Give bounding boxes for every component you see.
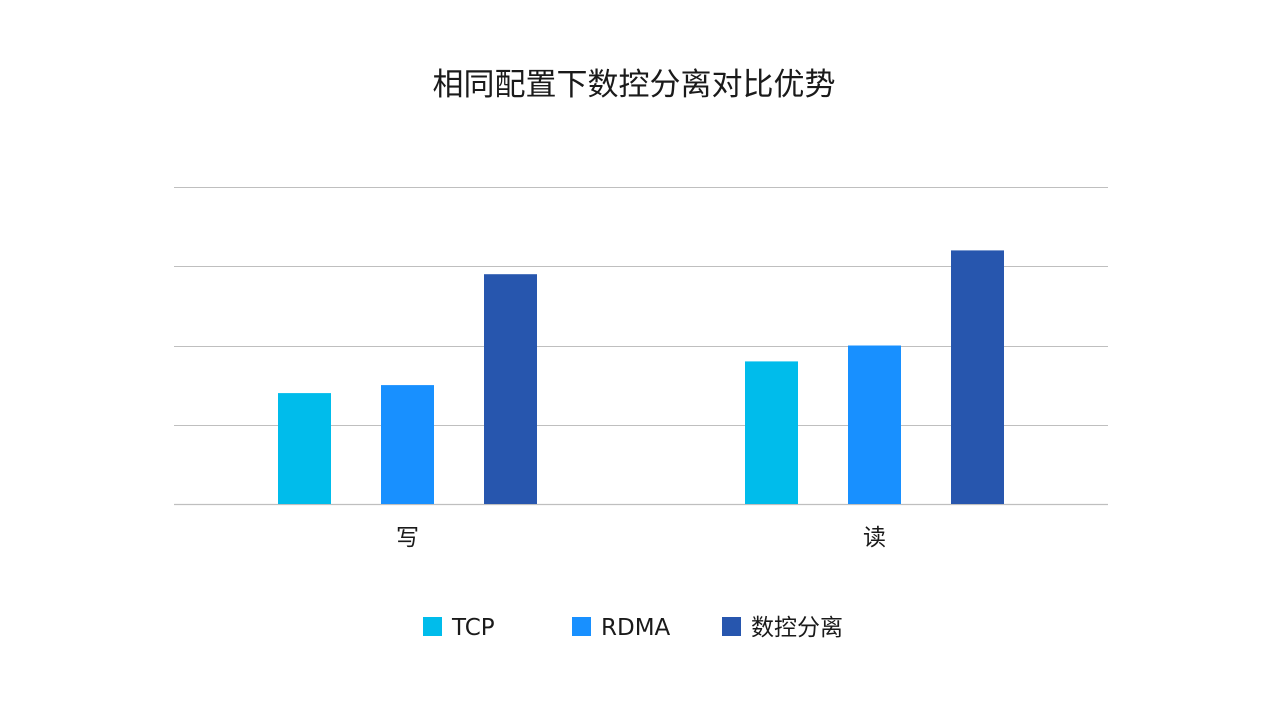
bar-TCP-读 <box>745 361 798 504</box>
legend-label-RDMA: RDMA <box>601 615 671 641</box>
x-tick-label-0: 写 <box>396 525 419 551</box>
legend-swatch-TCP <box>423 617 442 636</box>
bar-数控分离-读 <box>951 250 1004 504</box>
bar-数控分离-写 <box>484 274 537 504</box>
bars <box>278 250 1004 504</box>
x-axis-labels: 写读 <box>396 525 886 551</box>
bar-RDMA-读 <box>848 345 901 504</box>
legend-label-TCP: TCP <box>451 615 495 641</box>
x-tick-label-1: 读 <box>863 525 886 551</box>
bar-RDMA-写 <box>381 385 434 504</box>
legend: TCP RDMA 数控分离 <box>423 615 843 641</box>
legend-swatch-RDMA <box>572 617 591 636</box>
bar-TCP-写 <box>278 393 331 504</box>
legend-swatch-数控分离 <box>722 617 741 636</box>
legend-label-数控分离: 数控分离 <box>751 615 843 641</box>
chart-title: 相同配置下数控分离对比优势 <box>433 67 836 103</box>
